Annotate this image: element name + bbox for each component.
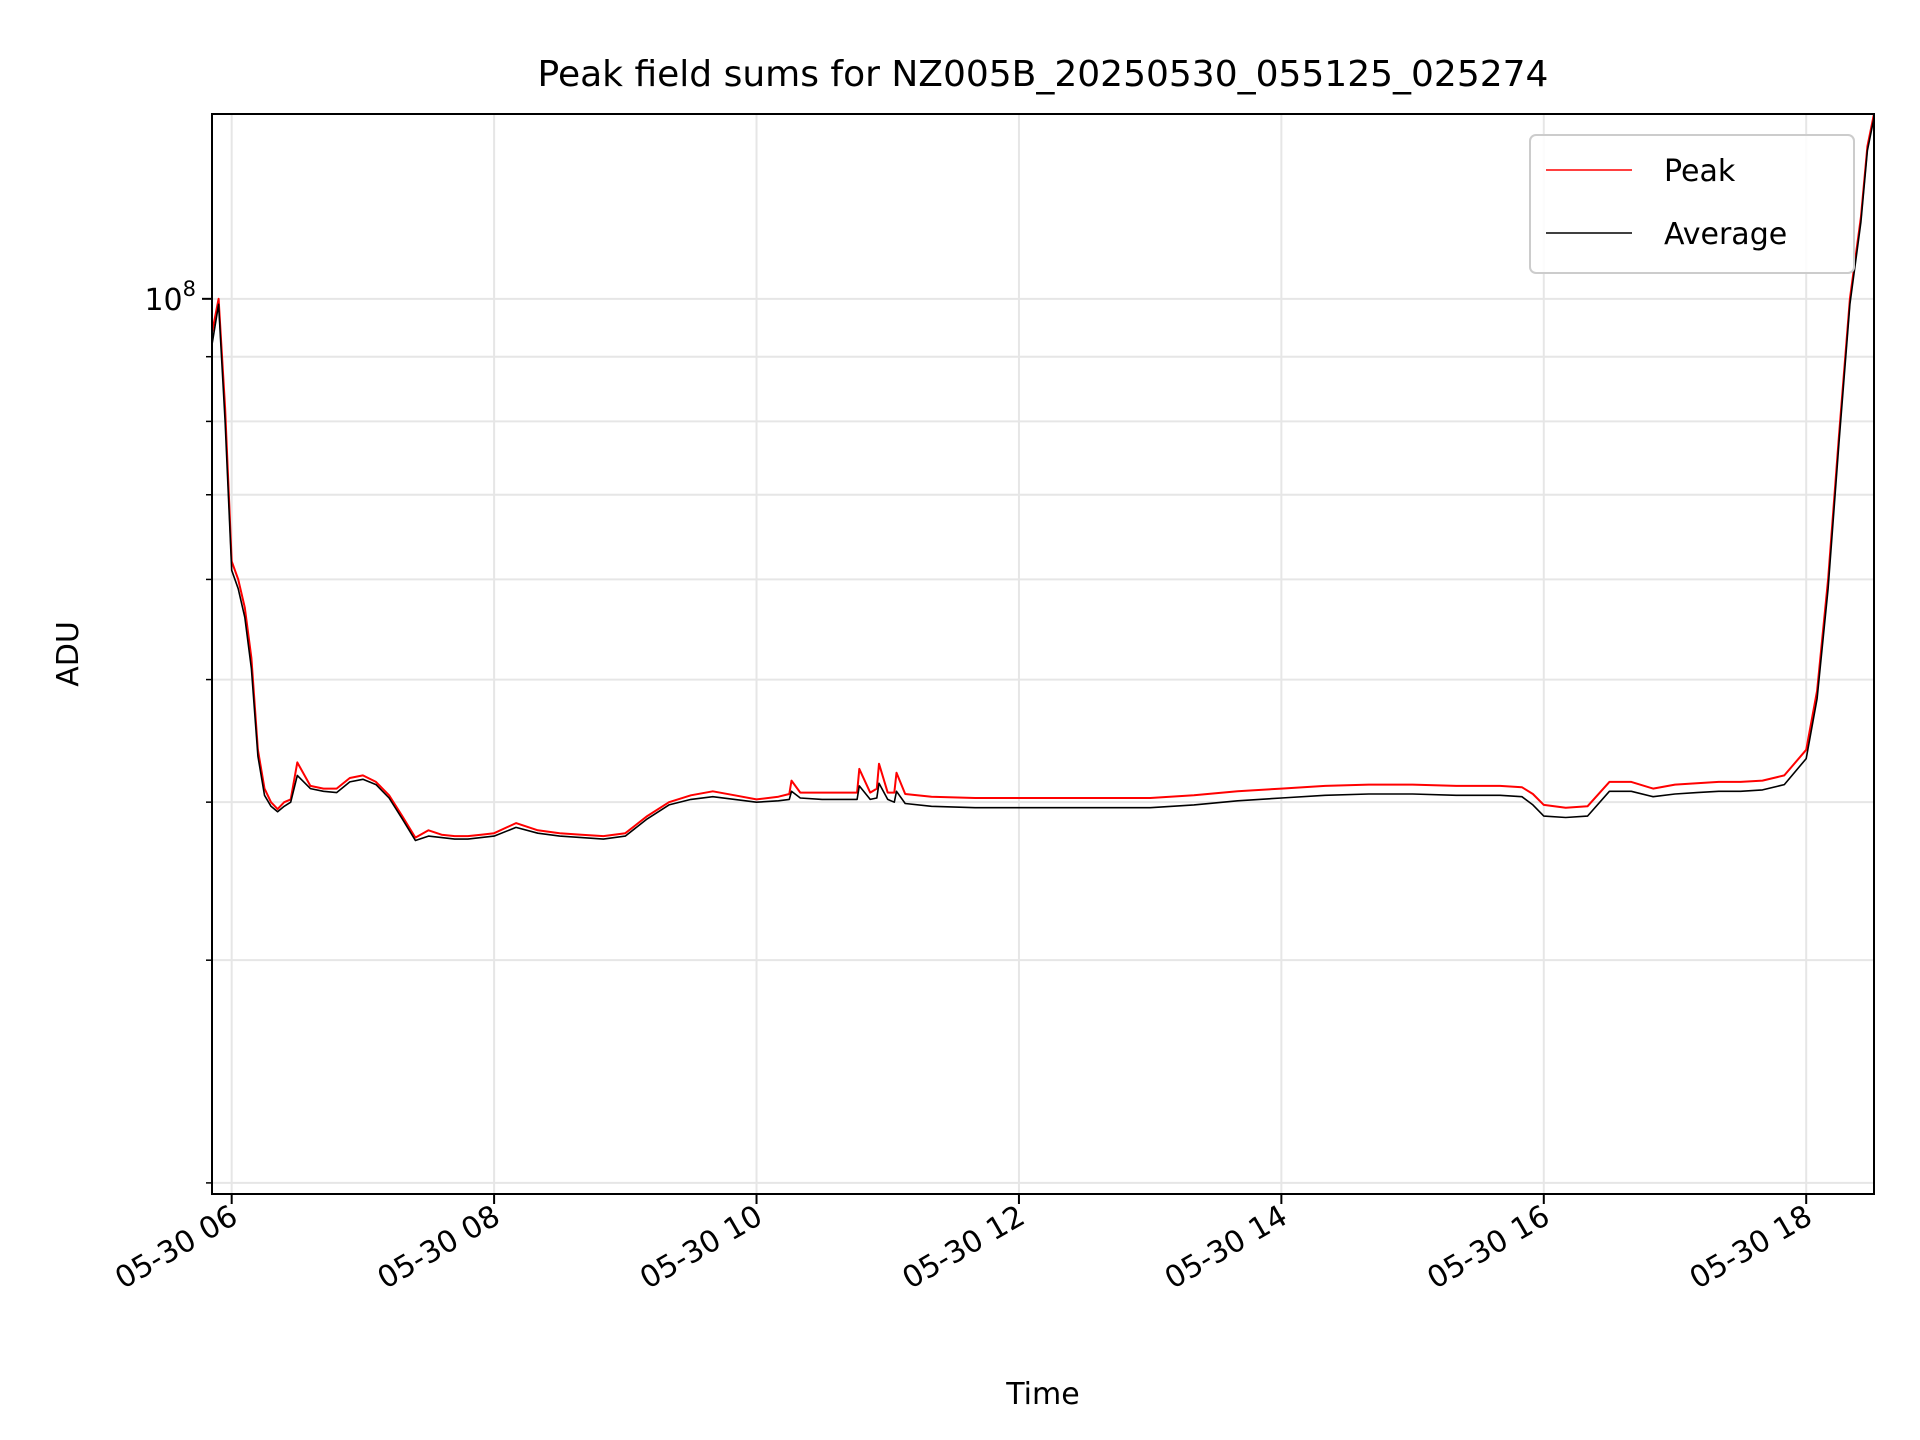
y-axis-label: ADU [51, 621, 86, 687]
chart-title: Peak field sums for NZ005B_20250530_0551… [538, 54, 1549, 95]
x-axis-label: Time [1005, 1377, 1079, 1412]
grid-lines [212, 114, 1874, 1194]
y-tick-label: 108 [144, 277, 196, 318]
plot-frame [211, 113, 1875, 1195]
series-lines [211, 113, 1875, 842]
series-line-average [211, 117, 1875, 842]
series-line-peak [211, 113, 1875, 839]
plot-area-background [212, 114, 1874, 1194]
legend-average-label: Average [1664, 217, 1787, 252]
legend: Peak Average [1529, 134, 1855, 274]
legend-peak-label: Peak [1664, 154, 1736, 189]
